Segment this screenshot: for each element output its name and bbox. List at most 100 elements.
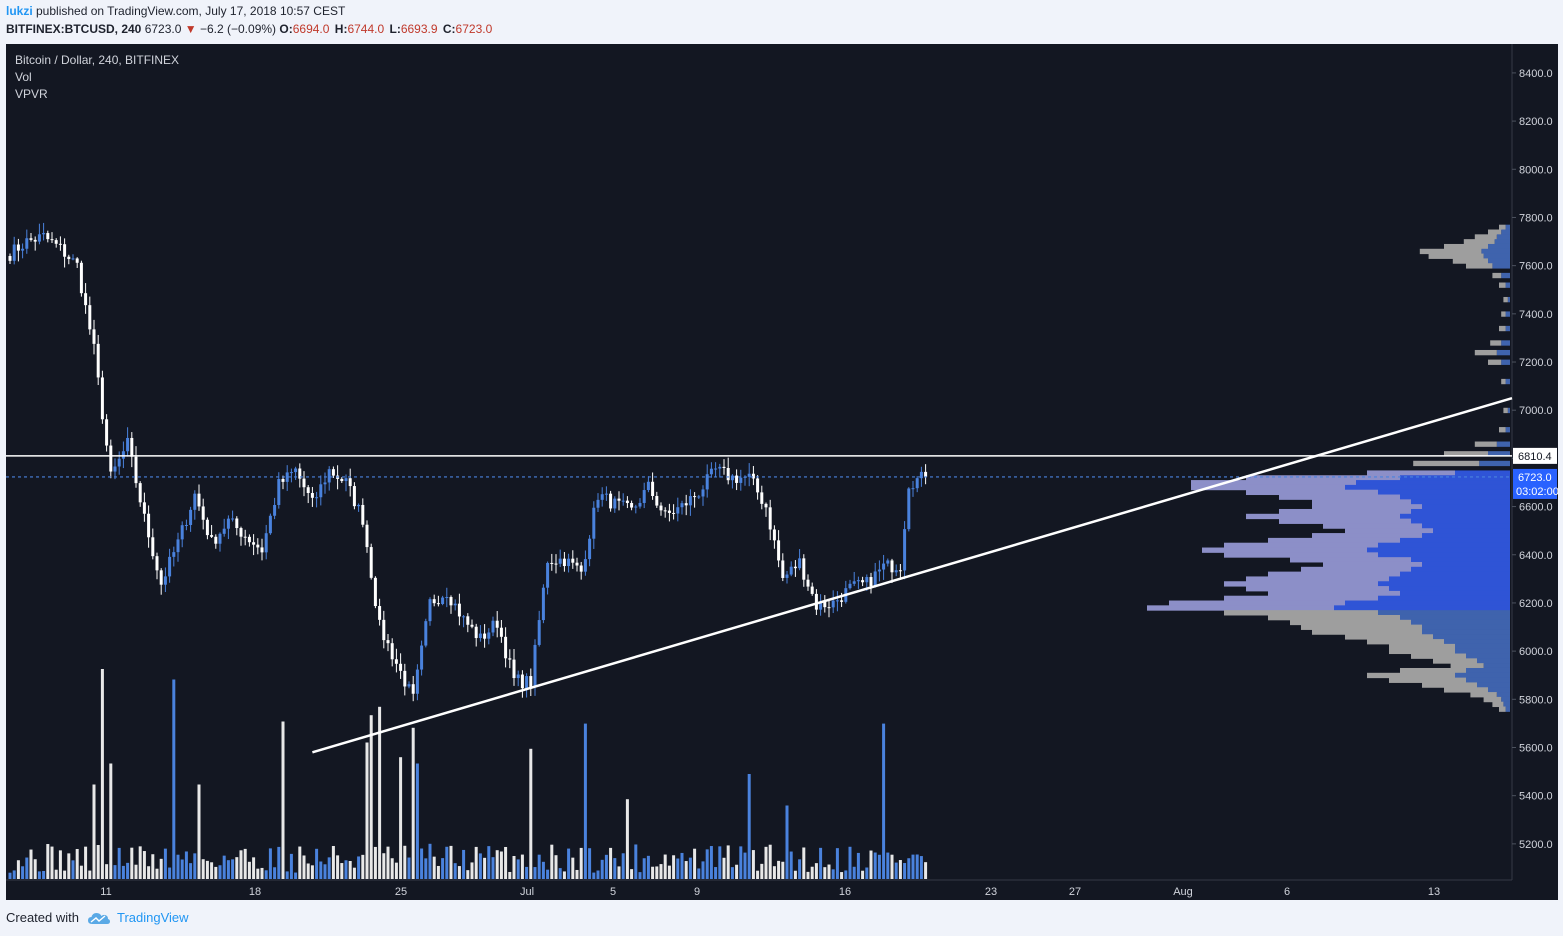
volume-bar bbox=[218, 865, 222, 879]
volume-bar bbox=[92, 784, 96, 879]
candle-up bbox=[222, 528, 226, 534]
volume-bar bbox=[390, 858, 394, 879]
tradingview-link[interactable]: TradingView bbox=[116, 910, 189, 925]
time-axis[interactable]: 11 18 25 Jul 5 9 16 23 27 Aug 6 13 bbox=[100, 886, 1440, 898]
candle-down bbox=[772, 529, 776, 541]
candle-down bbox=[369, 547, 373, 578]
profile-row-up bbox=[1455, 643, 1510, 650]
candle-up bbox=[189, 509, 193, 525]
volume-bar bbox=[478, 853, 482, 879]
candle-down bbox=[436, 603, 440, 605]
price-axis[interactable]: 5200.0 5400.0 5600.0 5800.0 6000.0 6200.0 6400… bbox=[1512, 68, 1553, 851]
volume-bar bbox=[46, 844, 50, 879]
profile-row-down bbox=[1422, 682, 1477, 688]
candle-up bbox=[117, 458, 121, 467]
candle-up bbox=[680, 503, 684, 508]
profile-row-up bbox=[1466, 667, 1510, 674]
profile-row-up bbox=[1422, 624, 1510, 630]
y-tick-label: 6400.0 bbox=[1519, 550, 1553, 562]
candle-down bbox=[579, 565, 583, 572]
profile-row-down bbox=[1499, 325, 1506, 332]
profile-row-up bbox=[1455, 648, 1510, 655]
volume-bar bbox=[441, 858, 445, 879]
candle-up bbox=[642, 490, 646, 503]
candle-down bbox=[474, 626, 478, 639]
volume-bar bbox=[109, 763, 113, 879]
open-label: O: bbox=[279, 22, 293, 36]
candle-down bbox=[159, 570, 163, 585]
profile-row-up bbox=[1356, 480, 1510, 486]
candle-down bbox=[529, 676, 533, 687]
volume-bar bbox=[138, 846, 142, 879]
profile-row-up bbox=[1494, 239, 1510, 245]
candle-up bbox=[344, 478, 348, 482]
volume-bar bbox=[802, 847, 806, 879]
volume-bar bbox=[848, 846, 852, 879]
ascending-trendline[interactable] bbox=[312, 396, 1513, 754]
candle-down bbox=[625, 500, 629, 504]
profile-row-down bbox=[1444, 451, 1488, 457]
profile-row-down bbox=[1411, 653, 1466, 659]
profile-row-up bbox=[1505, 427, 1510, 433]
candle-down bbox=[722, 466, 726, 468]
candle-up bbox=[180, 525, 184, 540]
candle-up bbox=[323, 482, 327, 485]
volume-bar bbox=[735, 864, 739, 879]
y-tick-label: 7400.0 bbox=[1519, 309, 1553, 321]
volume-bar bbox=[861, 870, 865, 879]
volume-bar bbox=[382, 853, 386, 879]
volume-indicator-label[interactable]: Vol bbox=[15, 70, 32, 84]
volume-bar bbox=[840, 872, 844, 879]
profile-row-up bbox=[1501, 272, 1510, 279]
candle-down bbox=[306, 487, 310, 493]
volume-bar bbox=[533, 867, 537, 879]
volume-bar bbox=[12, 870, 16, 879]
candle-down bbox=[655, 495, 659, 506]
candle-down bbox=[365, 524, 369, 548]
profile-row-up bbox=[1492, 263, 1510, 269]
volume-bar bbox=[33, 859, 37, 879]
symbol-label: BITFINEX:BTCUSD, 240 bbox=[6, 22, 142, 36]
candle-down bbox=[214, 536, 218, 544]
volume-bar bbox=[42, 870, 46, 879]
volume-bar bbox=[739, 846, 743, 879]
drawing-lines[interactable] bbox=[6, 396, 1513, 754]
symbol-info: BITFINEX:BTCUSD, 240 6723.0 ▼ −6.2 (−0.0… bbox=[6, 22, 494, 36]
volume-bar bbox=[184, 851, 188, 879]
profile-row-up bbox=[1488, 687, 1510, 693]
candle-up bbox=[453, 603, 457, 606]
volume-bar bbox=[642, 858, 646, 879]
candle-up bbox=[541, 587, 545, 621]
volume-bar bbox=[634, 844, 638, 879]
volume-bar bbox=[424, 858, 428, 879]
candle-up bbox=[491, 620, 495, 633]
candle-up bbox=[676, 507, 680, 514]
profile-row-down bbox=[1268, 571, 1400, 577]
published-text: published on TradingView.com, July 17, 2… bbox=[32, 4, 346, 18]
profile-row-up bbox=[1334, 605, 1510, 611]
candle-down bbox=[756, 478, 760, 493]
volume-bar bbox=[155, 868, 159, 879]
candle-down bbox=[898, 570, 902, 572]
candle-up bbox=[537, 620, 541, 645]
volume-bar bbox=[449, 845, 453, 879]
candle-up bbox=[789, 566, 793, 575]
candle-down bbox=[411, 684, 415, 694]
high-label: H: bbox=[334, 22, 348, 36]
candle-down bbox=[760, 492, 764, 504]
author-link[interactable]: lukzi bbox=[6, 4, 33, 18]
profile-row-up bbox=[1378, 610, 1510, 616]
vpvr-indicator-label[interactable]: VPVR bbox=[15, 87, 48, 101]
y-tick-label: 5800.0 bbox=[1519, 694, 1553, 706]
candle-down bbox=[814, 593, 818, 610]
candle-up bbox=[407, 684, 411, 687]
time-axis-background bbox=[6, 880, 1558, 900]
volume-bar bbox=[163, 848, 167, 879]
profile-row-down bbox=[1268, 537, 1400, 544]
volume-bar bbox=[680, 852, 684, 879]
x-tick-label: 5 bbox=[610, 886, 616, 898]
candle-up bbox=[865, 577, 869, 583]
resistance-price-tag bbox=[1513, 447, 1557, 464]
chart-title[interactable]: Bitcoin / Dollar, 240, BITFINEX bbox=[15, 53, 180, 67]
